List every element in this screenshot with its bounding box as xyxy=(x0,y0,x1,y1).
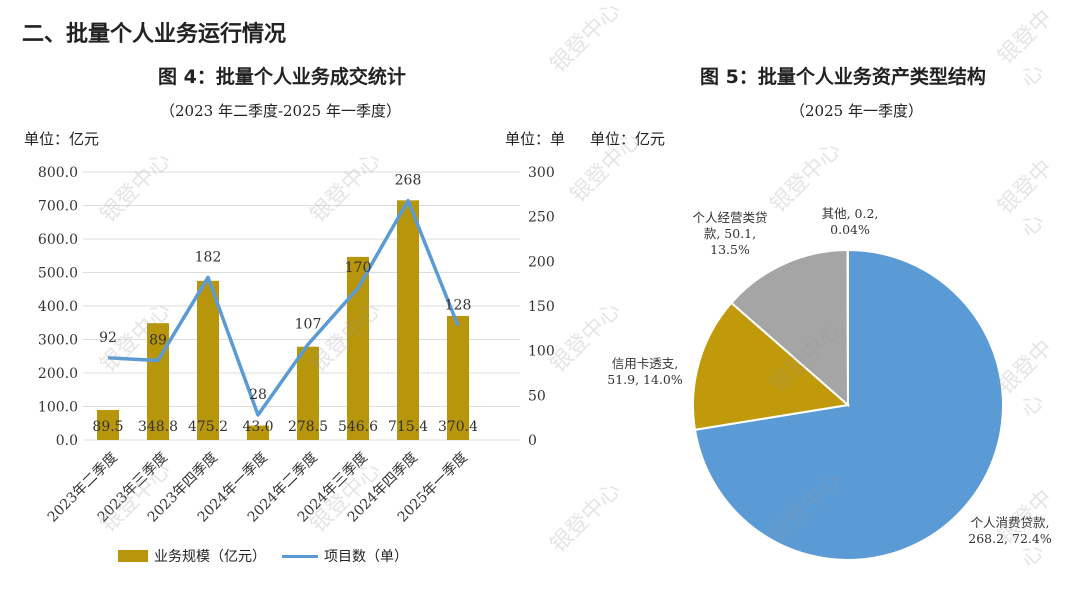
legend-bar-label: 业务规模（亿元） xyxy=(154,549,266,565)
left-tick-label: 500.0 xyxy=(38,266,78,282)
left-tick-label: 100.0 xyxy=(38,400,78,416)
pie-label: 个人消费贷款, xyxy=(971,515,1050,530)
bar xyxy=(397,200,419,440)
line-data-label: 92 xyxy=(99,330,117,346)
pie-unit: 单位：亿元 xyxy=(590,130,666,148)
line-data-label: 128 xyxy=(445,298,472,314)
right-tick-label: 0 xyxy=(528,433,537,449)
pie-label: 款, 50.1, xyxy=(704,226,756,241)
left-tick-label: 0.0 xyxy=(56,433,78,449)
pie-chart-title: 图 5：批量个人业务资产类型结构 xyxy=(700,66,986,88)
bar-data-label: 348.8 xyxy=(138,419,178,435)
bar-chart-title: 图 4：批量个人业务成交统计 xyxy=(158,66,406,88)
right-tick-label: 200 xyxy=(528,254,555,270)
line-data-label: 107 xyxy=(295,316,322,332)
bar xyxy=(247,425,269,440)
left-tick-label: 600.0 xyxy=(38,232,78,248)
right-tick-label: 100 xyxy=(528,344,555,360)
line-data-label: 182 xyxy=(195,249,222,265)
bar xyxy=(197,280,219,440)
right-tick-label: 300 xyxy=(528,165,555,181)
line-data-label: 89 xyxy=(149,332,167,348)
bar-data-label: 546.6 xyxy=(338,419,378,435)
bar-data-label: 89.5 xyxy=(92,419,123,435)
bar-data-label: 278.5 xyxy=(288,419,328,435)
pie-label: 其他, 0.2, xyxy=(822,206,879,221)
line-data-label: 170 xyxy=(345,260,372,276)
bar-data-label: 370.4 xyxy=(438,419,478,435)
left-tick-label: 200.0 xyxy=(38,366,78,382)
right-axis-unit: 单位：单 xyxy=(505,130,566,148)
left-tick-label: 400.0 xyxy=(38,299,78,315)
chart-legend: 业务规模（亿元） 项目数（单） xyxy=(118,546,408,566)
bar-chart-subtitle: （2023 年二季度-2025 年一季度） xyxy=(160,102,401,120)
bar xyxy=(297,346,319,440)
pie-label: 0.04% xyxy=(830,222,870,237)
legend-line-swatch xyxy=(282,554,318,558)
pie-slice-信用卡透支 xyxy=(692,301,851,431)
pie-label: 个人经营类贷 xyxy=(692,210,767,225)
right-tick-label: 250 xyxy=(528,210,555,226)
line-data-label: 268 xyxy=(395,173,422,189)
bar-data-label: 715.4 xyxy=(388,419,428,435)
bar xyxy=(97,410,119,440)
left-tick-label: 700.0 xyxy=(38,199,78,215)
pie-label: 268.2, 72.4% xyxy=(968,531,1052,546)
line-series xyxy=(107,198,460,417)
pie-slice-个人经营类贷款 xyxy=(730,248,850,408)
pie-label: 51.9, 14.0% xyxy=(607,372,683,387)
left-axis-unit: 单位：亿元 xyxy=(24,130,100,148)
bar-data-label: 43.0 xyxy=(242,419,273,435)
pie-label: 信用卡透支, xyxy=(612,356,678,371)
legend-line-label: 项目数（单） xyxy=(324,549,408,565)
line-data-label: 28 xyxy=(249,387,267,403)
legend-bar-swatch xyxy=(118,550,148,562)
bar-data-label: 475.2 xyxy=(188,419,228,435)
left-tick-label: 800.0 xyxy=(38,165,78,181)
left-tick-label: 300.0 xyxy=(38,333,78,349)
pie-chart-subtitle: （2025 年一季度） xyxy=(790,102,923,120)
section-heading: 二、批量个人业务运行情况 xyxy=(22,22,287,47)
bar xyxy=(447,315,469,440)
right-tick-label: 150 xyxy=(528,299,555,315)
pie-label: 13.5% xyxy=(710,242,750,257)
right-tick-label: 50 xyxy=(528,388,546,404)
bar xyxy=(347,256,369,440)
